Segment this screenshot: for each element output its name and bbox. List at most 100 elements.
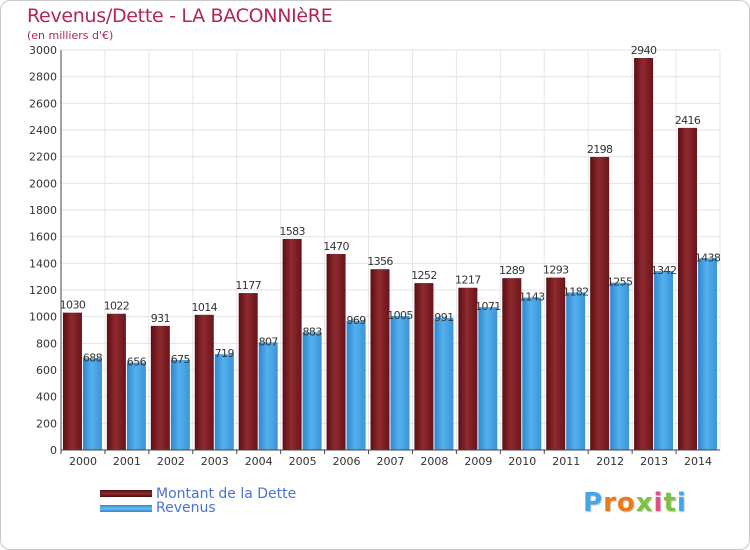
logo-letter: r bbox=[603, 488, 617, 518]
x-tick-label: 2012 bbox=[596, 455, 624, 468]
x-tick-label: 2003 bbox=[201, 455, 229, 468]
data-label-revenue: 969 bbox=[346, 314, 366, 327]
y-tick-label: 2600 bbox=[29, 97, 57, 110]
bar-revenue bbox=[654, 271, 674, 450]
y-tick-label: 1400 bbox=[29, 257, 57, 270]
data-label-debt: 1356 bbox=[367, 255, 393, 268]
bar-debt bbox=[590, 156, 610, 450]
bar-revenue bbox=[522, 297, 542, 450]
legend-label-revenue: Revenus bbox=[156, 500, 216, 516]
logo-letter: o bbox=[616, 488, 636, 518]
x-tick-label: 2002 bbox=[157, 455, 185, 468]
data-label-debt: 931 bbox=[151, 312, 170, 325]
x-tick-label: 2008 bbox=[420, 455, 448, 468]
bar-revenue bbox=[82, 358, 102, 450]
data-label-revenue: 1143 bbox=[519, 291, 545, 304]
data-label-revenue: 1071 bbox=[475, 300, 501, 313]
bar-revenue bbox=[258, 342, 278, 450]
data-label-debt: 2198 bbox=[587, 143, 613, 156]
data-label-revenue: 675 bbox=[171, 353, 191, 366]
data-label-debt: 1217 bbox=[455, 274, 481, 287]
logo-letter: t bbox=[663, 488, 677, 518]
bar-debt bbox=[62, 312, 82, 450]
data-label-debt: 1030 bbox=[60, 299, 86, 312]
y-tick-label: 1200 bbox=[29, 284, 57, 297]
data-label-revenue: 1255 bbox=[607, 276, 633, 289]
x-tick-label: 2010 bbox=[508, 455, 536, 468]
x-tick-label: 2001 bbox=[113, 455, 141, 468]
bar-revenue bbox=[170, 360, 190, 450]
data-label-revenue: 656 bbox=[127, 356, 147, 369]
data-label-debt: 1583 bbox=[279, 225, 305, 238]
data-label-debt: 1289 bbox=[499, 264, 525, 277]
data-label-revenue: 807 bbox=[259, 335, 279, 348]
y-tick-label: 1000 bbox=[29, 311, 57, 324]
bar-revenue bbox=[346, 320, 366, 450]
bar-revenue bbox=[126, 362, 146, 450]
data-label-revenue: 719 bbox=[215, 347, 235, 360]
logo-letter: x bbox=[635, 488, 654, 518]
data-label-revenue: 1182 bbox=[563, 285, 589, 298]
data-label-revenue: 1342 bbox=[651, 264, 677, 277]
bar-revenue bbox=[698, 258, 718, 450]
bar-revenue bbox=[302, 332, 322, 450]
bar-debt bbox=[414, 283, 434, 450]
data-label-revenue: 688 bbox=[83, 351, 103, 364]
legend-swatch-revenue bbox=[100, 505, 152, 512]
x-tick-label: 2014 bbox=[684, 455, 712, 468]
y-tick-label: 2400 bbox=[29, 124, 57, 137]
legend-label-debt: Montant de la Dette bbox=[156, 486, 297, 502]
data-label-revenue: 991 bbox=[434, 311, 453, 324]
data-label-debt: 1252 bbox=[411, 269, 437, 282]
data-label-debt: 1014 bbox=[191, 301, 217, 314]
chart-unit-label: (en milliers d'€) bbox=[27, 29, 114, 42]
legend-swatch-debt bbox=[100, 490, 152, 497]
y-tick-label: 1600 bbox=[29, 231, 57, 244]
bar-revenue bbox=[566, 292, 586, 450]
y-tick-label: 600 bbox=[36, 364, 57, 377]
bar-debt bbox=[194, 314, 214, 450]
bar-debt bbox=[502, 278, 522, 450]
data-label-debt: 1470 bbox=[323, 240, 349, 253]
data-label-debt: 2940 bbox=[631, 44, 657, 57]
proxiti-logo: Proxiti bbox=[583, 488, 687, 518]
y-tick-label: 200 bbox=[36, 417, 57, 430]
x-tick-label: 2005 bbox=[289, 455, 317, 468]
y-tick-label: 0 bbox=[50, 444, 57, 457]
bar-revenue bbox=[214, 354, 234, 450]
bar-debt bbox=[458, 287, 478, 450]
bar-revenue bbox=[390, 316, 410, 450]
data-label-debt: 2416 bbox=[675, 114, 701, 127]
y-tick-label: 2200 bbox=[29, 151, 57, 164]
data-label-debt: 1022 bbox=[104, 300, 130, 313]
x-tick-label: 2006 bbox=[333, 455, 361, 468]
y-tick-label: 2000 bbox=[29, 177, 57, 190]
bar-debt bbox=[634, 58, 654, 450]
bar-debt bbox=[282, 238, 302, 450]
bar-debt bbox=[238, 293, 258, 450]
bar-debt bbox=[150, 325, 170, 450]
y-tick-label: 400 bbox=[36, 391, 57, 404]
bar-debt bbox=[370, 269, 390, 450]
logo-letter: i bbox=[653, 488, 664, 518]
x-tick-label: 2009 bbox=[464, 455, 492, 468]
bar-debt bbox=[678, 127, 698, 450]
y-tick-label: 3000 bbox=[29, 44, 57, 57]
data-label-debt: 1293 bbox=[543, 264, 569, 277]
x-tick-label: 2004 bbox=[245, 455, 273, 468]
bar-revenue bbox=[610, 282, 630, 450]
bar-debt bbox=[106, 313, 126, 450]
y-tick-label: 800 bbox=[36, 337, 57, 350]
logo-letter: P bbox=[583, 488, 604, 518]
x-tick-label: 2007 bbox=[377, 455, 405, 468]
logo-letter: i bbox=[676, 488, 687, 518]
x-tick-label: 2013 bbox=[640, 455, 668, 468]
x-tick-label: 2000 bbox=[69, 455, 97, 468]
bar-debt bbox=[326, 254, 346, 450]
x-tick-label: 2011 bbox=[552, 455, 580, 468]
data-label-revenue: 1005 bbox=[387, 309, 413, 322]
data-label-debt: 1177 bbox=[235, 279, 261, 292]
bar-revenue bbox=[478, 307, 498, 450]
data-label-revenue: 1438 bbox=[695, 251, 721, 264]
